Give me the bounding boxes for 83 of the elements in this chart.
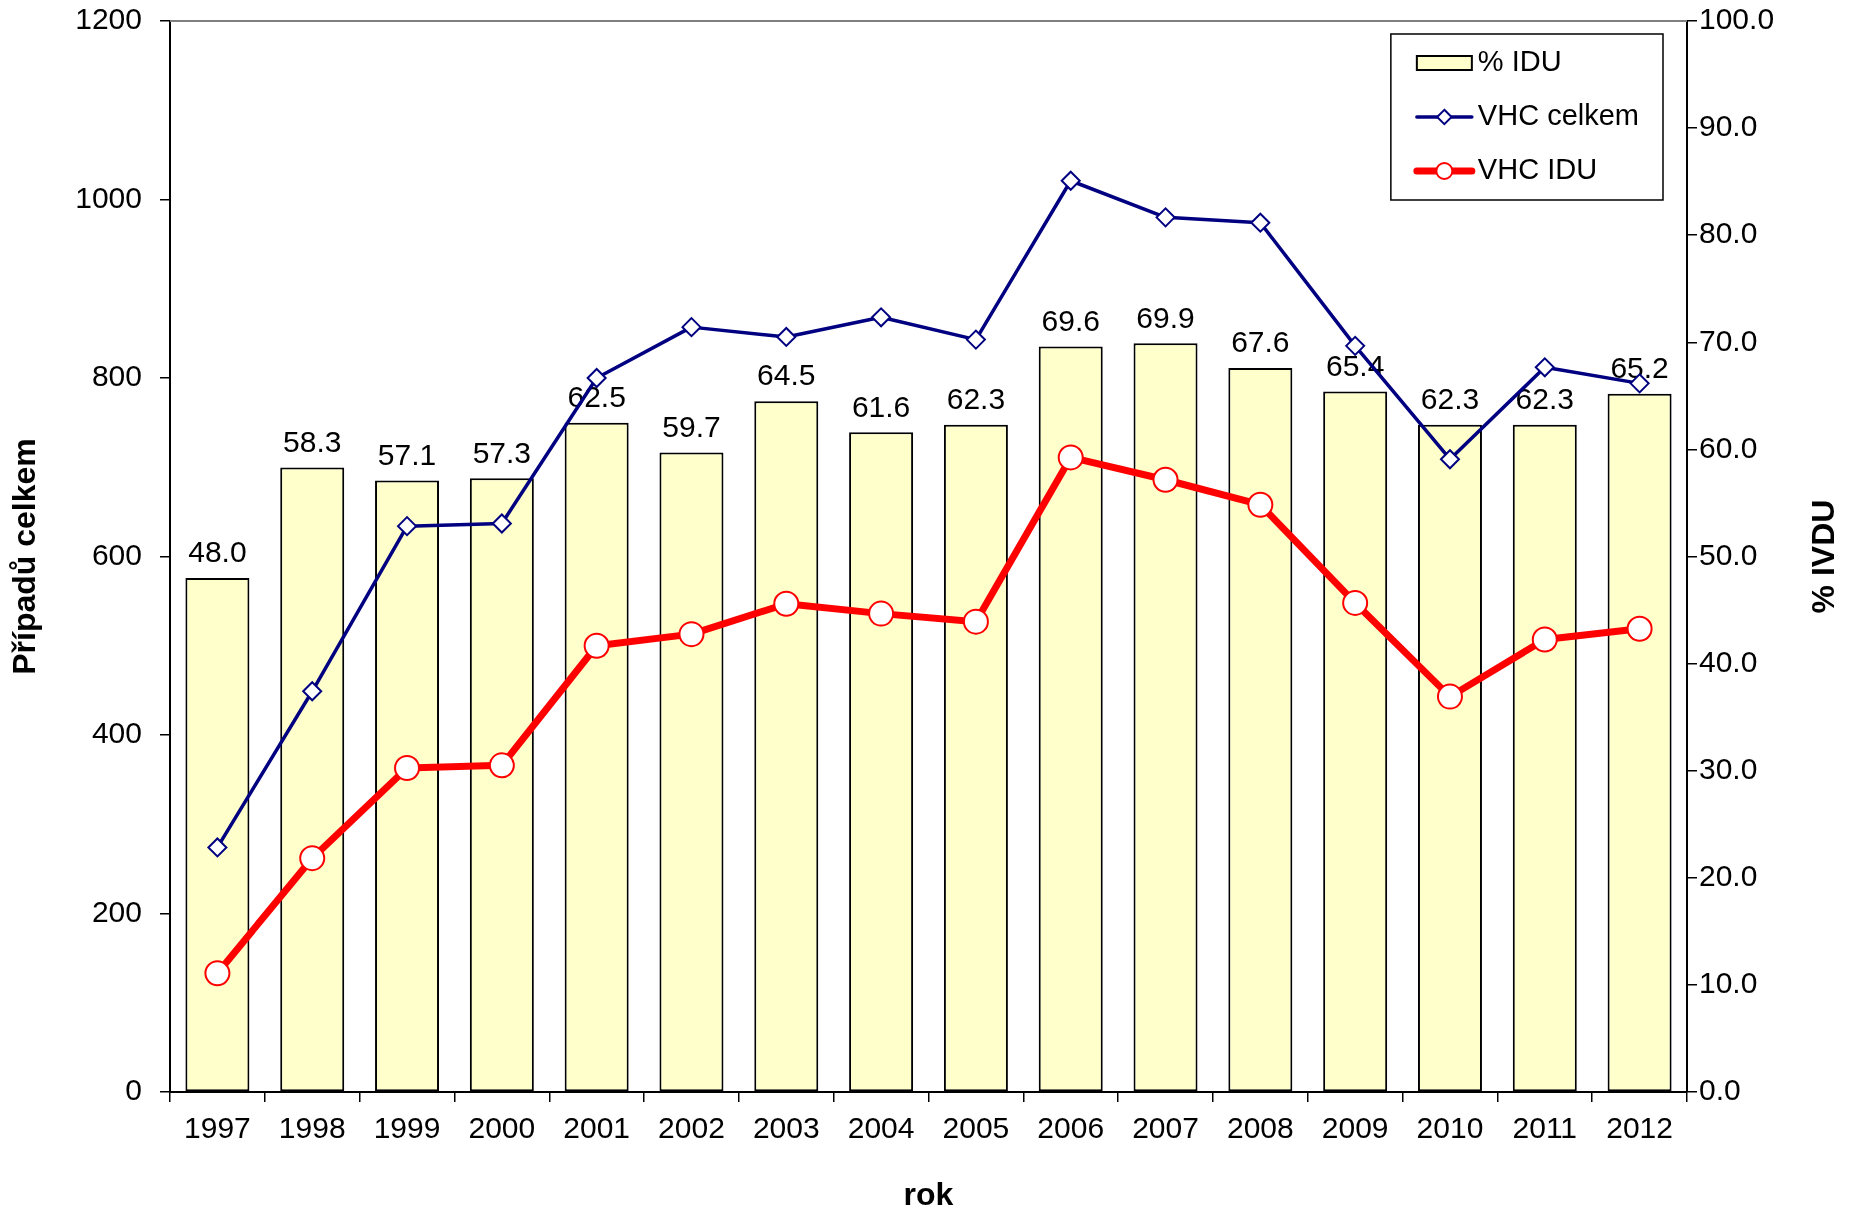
point — [397, 516, 418, 537]
point — [965, 329, 986, 350]
y-tick-label: 400 — [91, 716, 142, 750]
point — [1531, 626, 1558, 653]
point — [207, 837, 228, 858]
point — [871, 307, 892, 328]
y2-tick-label: 0.0 — [1699, 1073, 1741, 1107]
x-tick-label: 2007 — [1132, 1111, 1199, 1145]
point — [681, 317, 702, 338]
point — [776, 326, 797, 347]
x-axis-title: rok — [903, 1175, 954, 1212]
data-label: 62.3 — [1515, 382, 1574, 416]
x-tick-label: 1997 — [184, 1111, 251, 1145]
legend-label: VHC celkem — [1477, 99, 1640, 131]
point — [962, 608, 989, 635]
x-tick-label: 2004 — [847, 1111, 915, 1145]
x-tick-label: 2008 — [1226, 1111, 1294, 1145]
point — [1626, 615, 1653, 642]
point — [299, 845, 326, 872]
data-label: 67.6 — [1231, 325, 1290, 359]
y-tick-label: 600 — [91, 537, 142, 571]
y2-tick-label: 60.0 — [1699, 430, 1758, 464]
x-tick-label: 1999 — [373, 1111, 441, 1145]
point — [1342, 589, 1369, 616]
point — [302, 681, 323, 702]
data-label: 69.9 — [1136, 300, 1195, 334]
y2-tick-label: 50.0 — [1699, 537, 1758, 571]
x-tick-label: 2003 — [752, 1111, 820, 1145]
point — [1152, 466, 1179, 493]
point — [868, 600, 895, 627]
data-label: 57.1 — [377, 437, 437, 471]
point — [204, 960, 231, 987]
point — [488, 752, 515, 779]
x-tick-label: 1998 — [278, 1111, 346, 1145]
point — [1247, 491, 1274, 518]
point — [1439, 449, 1460, 470]
x-tick-label: 2009 — [1321, 1111, 1389, 1145]
point — [1250, 212, 1271, 233]
y2-tick-label: 100.0 — [1699, 2, 1775, 36]
y-axis-title: Případů celkem — [6, 438, 43, 675]
y2-tick-label: 20.0 — [1699, 859, 1758, 893]
point — [583, 632, 610, 659]
point — [1155, 207, 1176, 228]
y2-tick-label: 40.0 — [1699, 644, 1758, 678]
data-label: 65.2 — [1610, 350, 1669, 384]
point — [1534, 357, 1555, 378]
x-tick-label: 2000 — [468, 1111, 536, 1145]
data-label: 62.3 — [946, 382, 1006, 416]
point — [773, 590, 800, 617]
y2-tick-label: 70.0 — [1699, 323, 1758, 357]
y-tick-label: 0 — [125, 1073, 142, 1107]
x-tick-label: 2001 — [563, 1111, 631, 1145]
data-label: 58.3 — [283, 424, 342, 458]
y-tick-label: 1000 — [75, 180, 142, 214]
data-label: 69.6 — [1041, 303, 1100, 337]
y-tick-label: 200 — [91, 894, 142, 928]
x-tick-label: 2012 — [1606, 1111, 1673, 1145]
x-tick-label: 2010 — [1416, 1111, 1484, 1145]
point — [1060, 170, 1081, 191]
y-tick-label: 1200 — [75, 2, 142, 36]
data-label: 61.6 — [851, 389, 911, 423]
x-tick-label: 2002 — [658, 1111, 725, 1145]
y2-tick-label: 10.0 — [1699, 966, 1758, 1000]
x-tick-label: 2005 — [942, 1111, 1010, 1145]
data-label: 57.3 — [472, 435, 532, 469]
y2-tick-label: 90.0 — [1699, 109, 1758, 143]
data-label: 59.7 — [662, 409, 721, 443]
y-tick-label: 800 — [91, 359, 142, 393]
data-label: 64.5 — [757, 358, 816, 392]
data-label: 48.0 — [188, 535, 247, 569]
y2-tick-label: 30.0 — [1699, 751, 1758, 785]
y2-tick-label: 80.0 — [1699, 216, 1758, 250]
point — [1057, 444, 1084, 471]
point — [394, 755, 421, 782]
x-tick-label: 2011 — [1512, 1111, 1578, 1145]
data-label: 62.3 — [1420, 382, 1480, 416]
point — [1436, 683, 1463, 710]
y2-axis-title: % IVDU — [1804, 499, 1841, 614]
point — [678, 621, 705, 648]
x-tick-label: 2006 — [1037, 1111, 1105, 1145]
legend-label: VHC IDU — [1477, 153, 1598, 185]
legend-label: % IDU — [1477, 45, 1562, 77]
point — [491, 513, 512, 534]
